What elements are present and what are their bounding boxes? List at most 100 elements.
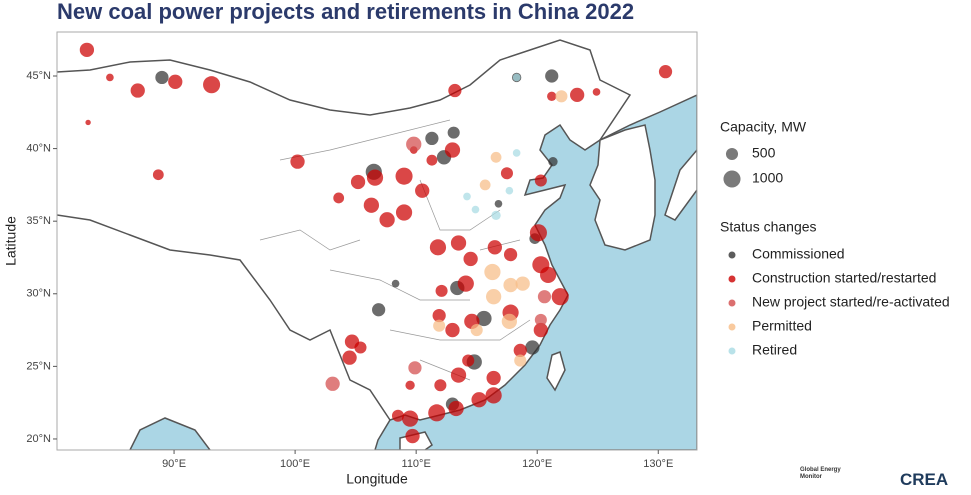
legend-label: Commissioned xyxy=(752,246,845,262)
point xyxy=(479,179,491,191)
point xyxy=(503,247,518,262)
point xyxy=(471,205,480,214)
point xyxy=(513,343,527,358)
points xyxy=(79,42,673,444)
point xyxy=(445,322,460,338)
point xyxy=(512,73,521,82)
point xyxy=(395,204,413,221)
point xyxy=(79,42,95,58)
point xyxy=(448,400,464,417)
point xyxy=(494,199,503,208)
point xyxy=(168,74,183,89)
y-tick-label: 25°N xyxy=(26,360,51,372)
point xyxy=(405,428,420,444)
point xyxy=(448,83,462,98)
point xyxy=(444,142,461,158)
point xyxy=(405,380,415,390)
border xyxy=(57,214,391,421)
point xyxy=(85,119,91,126)
legend-label: Permitted xyxy=(752,318,812,334)
x-tick-label: 110°E xyxy=(402,458,431,470)
point xyxy=(415,183,430,198)
point xyxy=(471,392,487,408)
point xyxy=(514,354,527,367)
point xyxy=(379,212,395,228)
point xyxy=(485,289,502,305)
point xyxy=(408,361,422,375)
japan xyxy=(664,148,697,221)
x-tick-label: 130°E xyxy=(643,458,673,470)
point xyxy=(501,313,518,329)
taiwan xyxy=(546,351,566,392)
point xyxy=(450,235,467,251)
point xyxy=(462,354,475,367)
crea-logo: CREA xyxy=(900,470,949,489)
point xyxy=(350,174,366,190)
point xyxy=(463,192,471,201)
size-legend-title: Capacity, MW xyxy=(720,119,807,135)
point xyxy=(547,91,557,101)
point xyxy=(491,210,501,221)
legend-label: Retired xyxy=(752,342,797,358)
point xyxy=(290,154,305,169)
legend-swatch xyxy=(728,323,736,331)
y-axis-title: Latitude xyxy=(3,216,19,266)
point xyxy=(354,341,367,354)
point xyxy=(485,387,502,404)
point xyxy=(529,224,547,242)
legend-swatch xyxy=(728,251,736,259)
point xyxy=(545,69,559,83)
size-legend-circle xyxy=(723,170,741,188)
y-tick-label: 30°N xyxy=(26,288,51,300)
point xyxy=(457,275,474,292)
point xyxy=(505,186,514,195)
point xyxy=(325,376,340,391)
point xyxy=(155,70,169,85)
point xyxy=(503,277,518,293)
point xyxy=(432,308,446,323)
point xyxy=(342,350,357,365)
x-tick-label: 120°E xyxy=(522,458,552,470)
point xyxy=(203,76,221,94)
korea xyxy=(589,124,656,251)
point xyxy=(463,251,478,267)
legend-swatch xyxy=(728,347,736,355)
point xyxy=(540,266,557,284)
gem-logo: Global Energy Monitor xyxy=(800,467,841,480)
point xyxy=(391,279,400,288)
point xyxy=(130,83,145,98)
x-axis-title: Longitude xyxy=(346,471,408,487)
point xyxy=(406,136,422,152)
size-legend-circle xyxy=(725,147,739,161)
chart-title: New coal power projects and retirements … xyxy=(57,0,634,24)
plot-frame xyxy=(56,31,698,451)
sea xyxy=(129,417,211,450)
point xyxy=(490,151,502,163)
province-border xyxy=(259,119,531,381)
y-tick-label: 35°N xyxy=(26,215,51,227)
x-tick-label: 100°E xyxy=(280,458,310,470)
point xyxy=(450,367,467,383)
basemap xyxy=(57,32,697,450)
point xyxy=(551,288,569,306)
point xyxy=(658,65,673,79)
point xyxy=(555,90,568,103)
border xyxy=(57,39,632,141)
y-tick-label: 20°N xyxy=(26,433,51,445)
y-tick-label: 40°N xyxy=(26,142,51,154)
size-legend-label: 1000 xyxy=(752,170,783,186)
point xyxy=(391,409,405,422)
point xyxy=(534,174,547,187)
point xyxy=(592,88,601,96)
point xyxy=(534,313,547,326)
point xyxy=(395,167,413,185)
point xyxy=(106,73,114,82)
point xyxy=(428,404,446,422)
point xyxy=(484,263,501,281)
legend-label: Construction started/restarted xyxy=(752,270,936,286)
point xyxy=(434,379,447,392)
x-tick-label: 90°E xyxy=(162,458,186,470)
point xyxy=(487,240,502,255)
y-tick-label: 45°N xyxy=(26,70,51,82)
